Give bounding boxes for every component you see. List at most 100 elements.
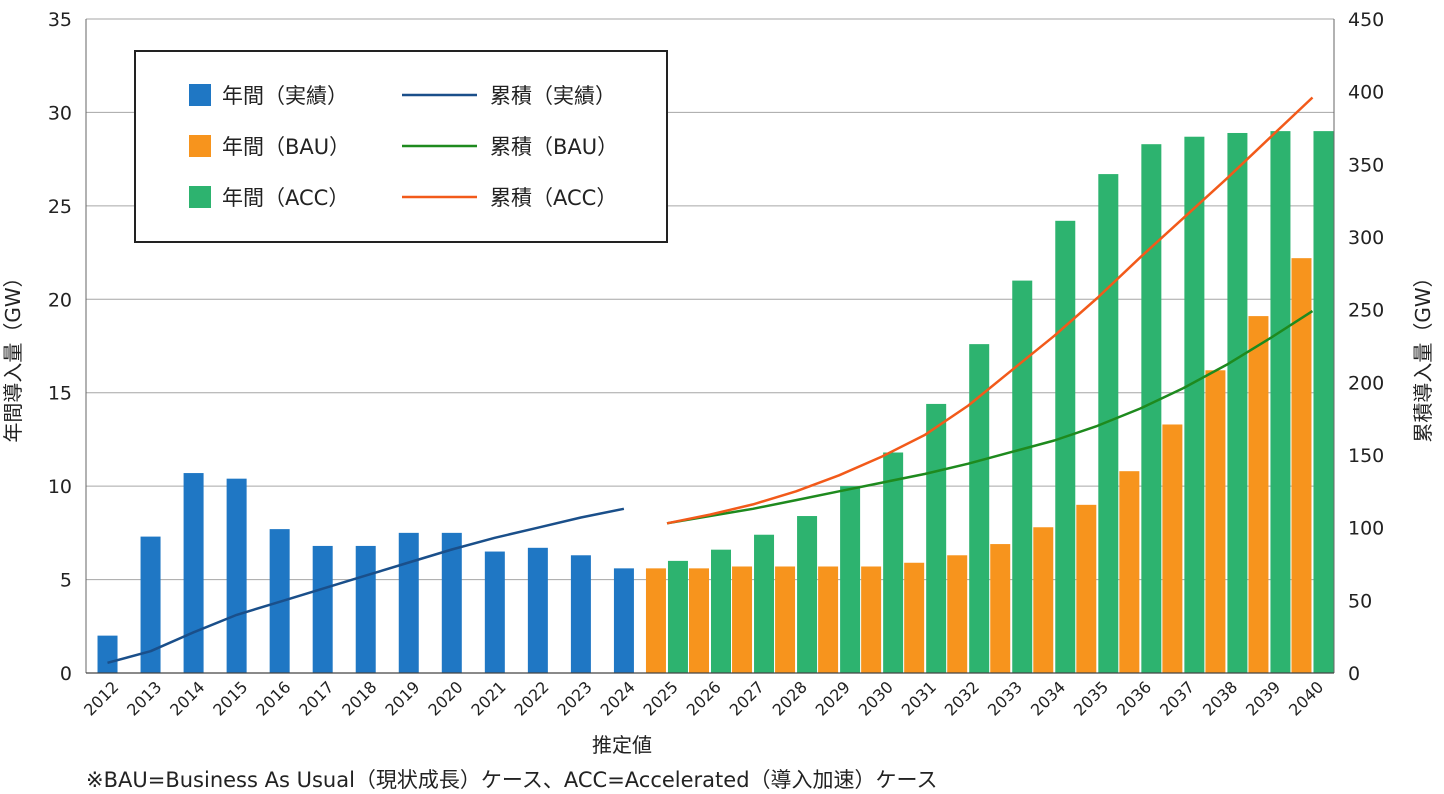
y-right-tick-label: 0: [1348, 663, 1360, 685]
bar: [398, 532, 419, 673]
legend-box: [134, 50, 668, 243]
x-tick-label: 2039: [1242, 677, 1284, 719]
series-line: [666, 310, 1314, 525]
bar: [1313, 131, 1334, 674]
x-tick-label: 2012: [80, 677, 122, 719]
y-right-tick-label: 450: [1348, 9, 1384, 31]
bar: [183, 473, 204, 673]
footnote: ※BAU=Business As Usual（現状成長）ケース、ACC=Acce…: [86, 768, 938, 792]
y-right-tick-label: 400: [1348, 82, 1384, 104]
legend-label-bar-acc: 年間（ACC）: [222, 186, 349, 210]
bar: [990, 544, 1011, 673]
bar: [947, 555, 968, 673]
bar: [969, 344, 990, 673]
bar: [1098, 174, 1119, 673]
x-tick-label: 2023: [553, 677, 595, 719]
x-tick-label: 2028: [769, 677, 811, 719]
y-left-tick-label: 0: [60, 663, 72, 685]
bar: [818, 566, 839, 673]
y-left-tick-label: 15: [48, 383, 72, 405]
bar: [840, 486, 861, 673]
y-left-tick-label: 30: [48, 102, 72, 124]
x-tick-label: 2014: [166, 677, 208, 719]
y-left-tick-label: 35: [48, 9, 72, 31]
legend-label-line-bau: 累積（BAU）: [490, 135, 618, 159]
bar: [312, 545, 333, 673]
y-right-tick-label: 350: [1348, 154, 1384, 176]
bar: [904, 562, 925, 673]
x-axis-title: 推定値: [592, 733, 652, 757]
x-tick-label: 2037: [1156, 677, 1198, 719]
bar: [140, 536, 161, 673]
legend: 年間（実績） 年間（BAU） 年間（ACC） 累積（実績） 累積（BAU） 累積…: [134, 50, 668, 243]
bar: [1141, 144, 1162, 674]
y-left-tick-label: 5: [60, 570, 72, 592]
bar: [1119, 471, 1140, 673]
x-tick-label: 2026: [683, 677, 725, 719]
series-line: [666, 96, 1314, 525]
legend-swatch-bar-acc: [189, 186, 211, 208]
y-right-tick-label: 300: [1348, 227, 1384, 249]
bar: [1033, 527, 1054, 673]
bar: [484, 551, 505, 673]
x-tick-label: 2029: [812, 677, 854, 719]
bar: [1291, 258, 1312, 673]
bar-layer: [97, 131, 1334, 674]
bar: [1248, 316, 1269, 673]
y-axis-left-title: 年間導入量（GW）: [1, 267, 25, 442]
y-right-tick-label: 250: [1348, 300, 1384, 322]
x-tick-label: 2015: [209, 677, 251, 719]
bar: [645, 568, 666, 673]
y-left-tick-label: 20: [48, 289, 72, 311]
x-tick-label: 2025: [640, 677, 682, 719]
bar: [1055, 220, 1076, 673]
x-tick-label: 2020: [424, 677, 466, 719]
legend-label-bar-bau: 年間（BAU）: [222, 135, 350, 159]
y-right-tick-label: 100: [1348, 518, 1384, 540]
x-tick-label: 2035: [1070, 677, 1112, 719]
x-tick-label: 2034: [1027, 677, 1069, 719]
bar: [1205, 370, 1226, 673]
bar: [1184, 136, 1205, 674]
x-tick-label: 2033: [984, 677, 1026, 719]
bar: [1012, 280, 1033, 673]
x-tick-label: 2019: [381, 677, 423, 719]
legend-swatch-bar-bau: [189, 135, 211, 157]
bar: [1162, 424, 1183, 673]
bar: [441, 532, 462, 673]
bar: [775, 566, 796, 673]
x-tick-label: 2016: [252, 677, 294, 719]
y-left-tick-label: 25: [48, 196, 72, 218]
x-tick-label: 2024: [597, 677, 639, 719]
bar: [926, 403, 947, 673]
x-tick-label: 2031: [898, 677, 940, 719]
bar: [355, 545, 376, 673]
legend-swatch-bar-actual: [189, 84, 211, 106]
bar: [861, 566, 882, 673]
bar: [689, 568, 709, 673]
x-tick-label: 2032: [941, 677, 983, 719]
x-tick-label: 2013: [123, 677, 165, 719]
legend-label-line-acc: 累積（ACC）: [490, 186, 617, 210]
y-right-tick-label: 200: [1348, 372, 1384, 394]
bar: [570, 555, 591, 673]
series-line: [107, 507, 625, 665]
x-tick-label: 2036: [1113, 677, 1155, 719]
legend-label-bar-actual: 年間（実績）: [222, 84, 348, 108]
y-axis-right-title: 累積導入量（GW）: [1411, 267, 1435, 442]
bar: [97, 635, 118, 673]
x-tick-label: 2040: [1285, 677, 1327, 719]
bar: [732, 566, 753, 673]
bar: [1076, 504, 1097, 673]
bar: [1227, 132, 1248, 674]
bar: [527, 547, 548, 673]
bar: [797, 516, 818, 673]
bar: [613, 568, 634, 673]
line-layer: [107, 96, 1314, 665]
bar: [754, 534, 775, 673]
bar: [1270, 131, 1291, 674]
legend-label-line-actual: 累積（実績）: [490, 84, 616, 108]
y-right-tick-label: 150: [1348, 445, 1384, 467]
x-tick-label: 2027: [726, 677, 768, 719]
x-tick-label: 2038: [1199, 677, 1241, 719]
